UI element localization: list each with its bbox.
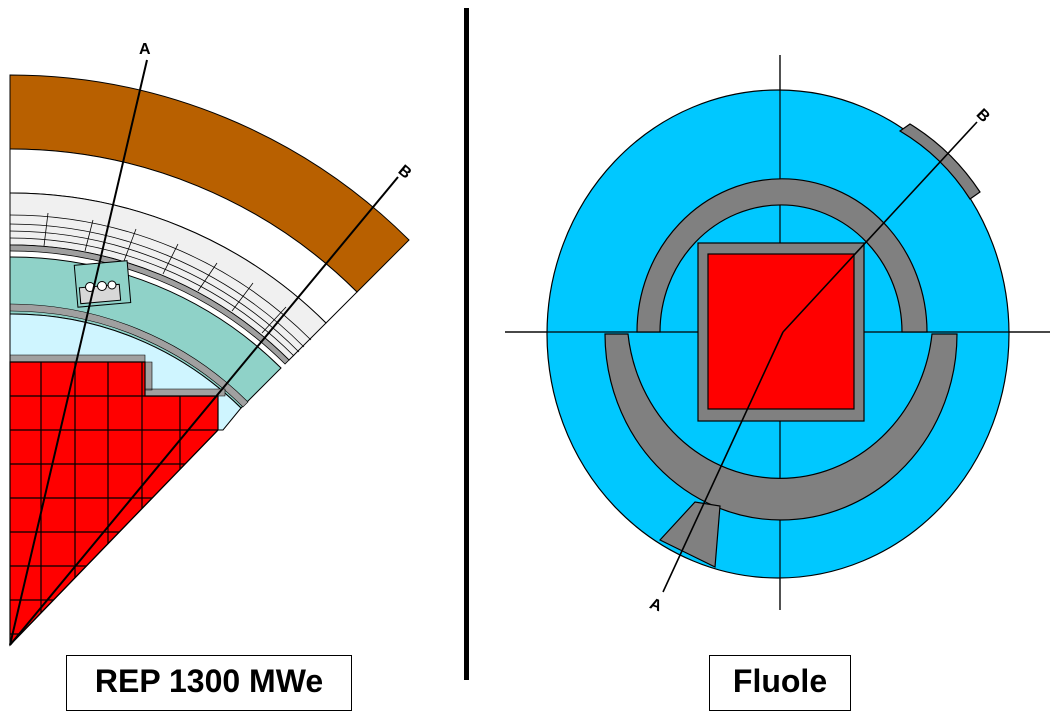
rep-1300-quarter-core: A B: [9, 41, 415, 647]
barrel-inner-ring: [9, 303, 249, 408]
fluole-traverse-a: [662, 331, 784, 593]
panel-divider: [464, 8, 469, 680]
fluole-caption: Fluole: [709, 655, 851, 711]
reflector-layers: [9, 214, 312, 357]
left-axis-b-label: B: [395, 162, 415, 182]
lower-shield-ring: [604, 333, 958, 521]
traverse-line-a: [9, 59, 148, 646]
fuel-assemblies: [9, 361, 219, 647]
left-axis-a-label: A: [139, 41, 151, 58]
fuel-region: [707, 253, 855, 410]
reflector-dividers: [43, 212, 287, 334]
rep-1300-caption: REP 1300 MWe: [66, 655, 352, 711]
barrel-outer-ring: [9, 244, 290, 365]
upper-shield-ring: [636, 178, 928, 333]
surveillance-capsule: [73, 260, 132, 308]
traverse-line-b: [9, 176, 399, 646]
right-axis-a-label: A: [647, 595, 664, 615]
fluole-traverse-b: [782, 121, 978, 333]
fluole-cross-section: A B: [505, 55, 1050, 616]
